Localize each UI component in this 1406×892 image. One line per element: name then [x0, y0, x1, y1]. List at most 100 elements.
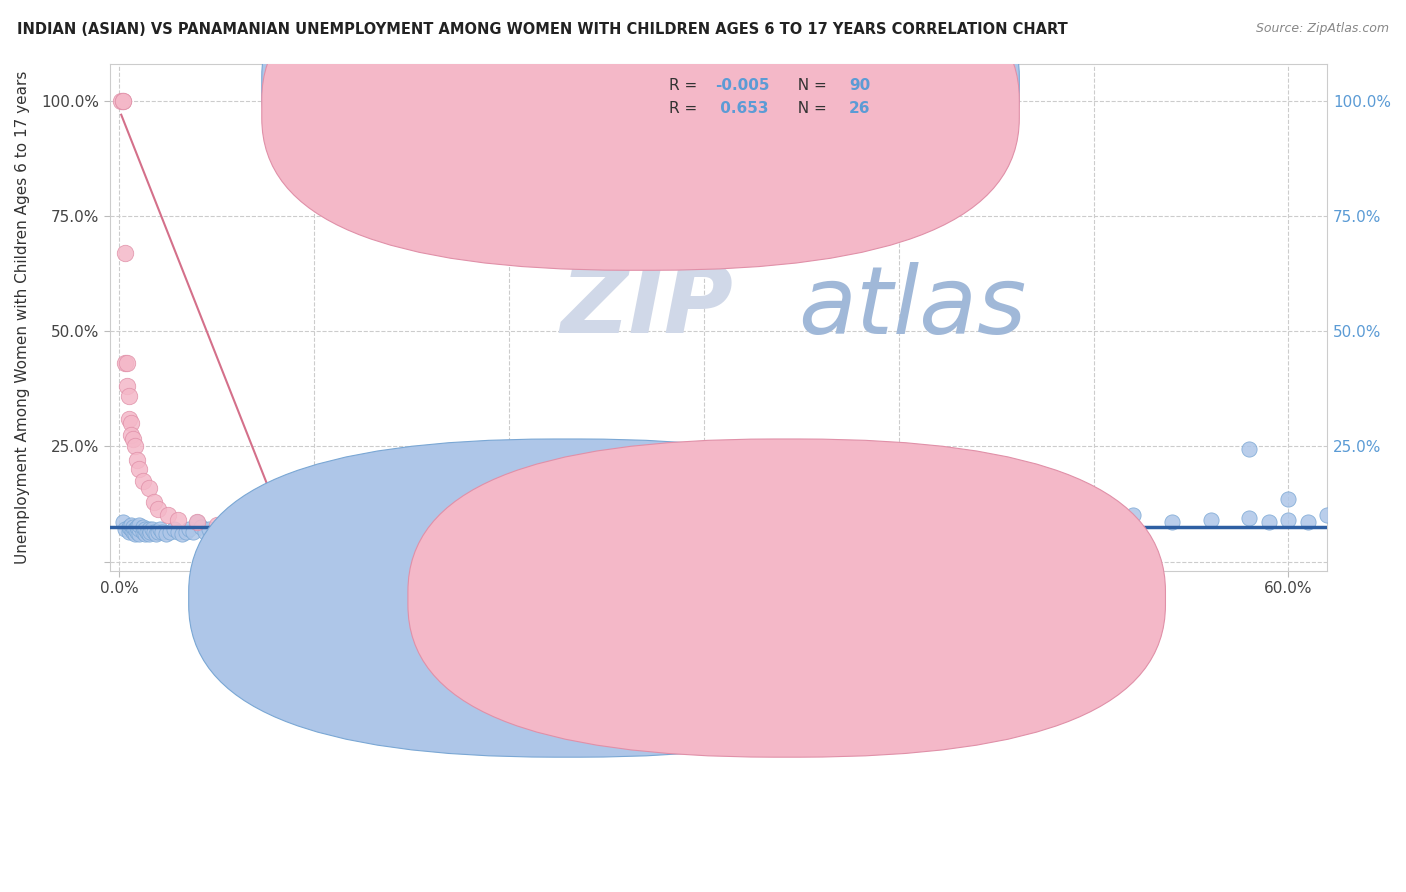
Point [458, 508, 481, 523]
Text: INDIAN (ASIAN) VS PANAMANIAN UNEMPLOYMENT AMONG WOMEN WITH CHILDREN AGES 6 TO 17: INDIAN (ASIAN) VS PANAMANIAN UNEMPLOYMEN… [17, 22, 1067, 37]
Point [170, 527, 193, 541]
Point [150, 524, 173, 539]
Point [731, 513, 754, 527]
Point [517, 508, 540, 523]
Point [124, 439, 146, 453]
Point [135, 524, 157, 539]
Point [156, 508, 179, 523]
FancyBboxPatch shape [614, 77, 877, 135]
Point [217, 524, 239, 539]
Point [1258, 516, 1281, 530]
Point [163, 522, 186, 536]
Point [138, 522, 160, 536]
Point [118, 411, 141, 425]
Point [124, 522, 146, 536]
Point [131, 524, 153, 539]
Point [179, 522, 201, 536]
Point [181, 524, 204, 539]
Text: Indians (Asian): Indians (Asian) [591, 591, 704, 606]
Point [120, 517, 142, 532]
Point [138, 527, 160, 541]
Text: 26: 26 [849, 101, 870, 116]
Point [112, 94, 135, 108]
Point [174, 524, 197, 539]
Point [149, 522, 172, 536]
Point [245, 520, 267, 534]
Text: Source: ZipAtlas.com: Source: ZipAtlas.com [1256, 22, 1389, 36]
Point [312, 522, 335, 536]
Point [143, 524, 166, 539]
Point [986, 500, 1008, 514]
Point [128, 462, 150, 476]
Point [112, 94, 135, 108]
Text: 90: 90 [849, 78, 870, 94]
Point [166, 513, 188, 527]
Point [239, 524, 262, 539]
Point [292, 522, 315, 536]
Point [322, 524, 344, 539]
Point [159, 524, 181, 539]
Point [1043, 513, 1066, 527]
Point [439, 513, 461, 527]
Point [1277, 513, 1299, 527]
Point [122, 520, 145, 534]
Point [614, 508, 637, 523]
FancyBboxPatch shape [262, 0, 1019, 270]
Point [1239, 510, 1261, 524]
Point [225, 520, 247, 534]
Point [114, 522, 136, 536]
Point [848, 508, 870, 523]
Text: N =: N = [787, 101, 831, 116]
Point [139, 524, 162, 539]
Point [120, 522, 142, 536]
Point [332, 520, 354, 534]
Point [141, 522, 163, 536]
Point [654, 510, 676, 524]
Point [122, 433, 145, 447]
Point [537, 516, 560, 530]
Point [124, 527, 146, 541]
Point [1239, 442, 1261, 456]
Point [198, 522, 221, 536]
Point [1199, 513, 1222, 527]
Point [498, 516, 520, 530]
Point [420, 516, 443, 530]
Point [401, 513, 423, 527]
Point [1122, 508, 1144, 523]
Point [575, 513, 598, 527]
Point [118, 389, 141, 403]
Point [138, 481, 160, 495]
Point [284, 524, 307, 539]
Point [190, 520, 212, 534]
Point [1160, 516, 1182, 530]
Text: R =: R = [668, 101, 702, 116]
Text: atlas: atlas [797, 261, 1026, 352]
Point [225, 522, 247, 536]
Point [1083, 516, 1105, 530]
Point [134, 527, 156, 541]
Text: Panamanians: Panamanians [810, 591, 912, 606]
Point [693, 516, 716, 530]
Point [186, 516, 208, 530]
Point [186, 516, 208, 530]
Point [1316, 508, 1339, 523]
Point [274, 522, 297, 536]
Point [194, 524, 217, 539]
Point [120, 427, 142, 442]
Y-axis label: Unemployment Among Women with Children Ages 6 to 17 years: Unemployment Among Women with Children A… [15, 70, 30, 564]
Point [118, 520, 141, 534]
Point [115, 356, 138, 370]
Point [125, 453, 148, 467]
Point [122, 524, 145, 539]
Point [110, 94, 132, 108]
Point [131, 474, 153, 488]
Point [245, 520, 267, 534]
Text: -0.005: -0.005 [714, 78, 769, 94]
Point [1296, 516, 1319, 530]
Point [927, 513, 949, 527]
Point [1277, 492, 1299, 507]
Point [274, 522, 297, 536]
Point [166, 524, 188, 539]
Point [361, 520, 384, 534]
Point [128, 527, 150, 541]
